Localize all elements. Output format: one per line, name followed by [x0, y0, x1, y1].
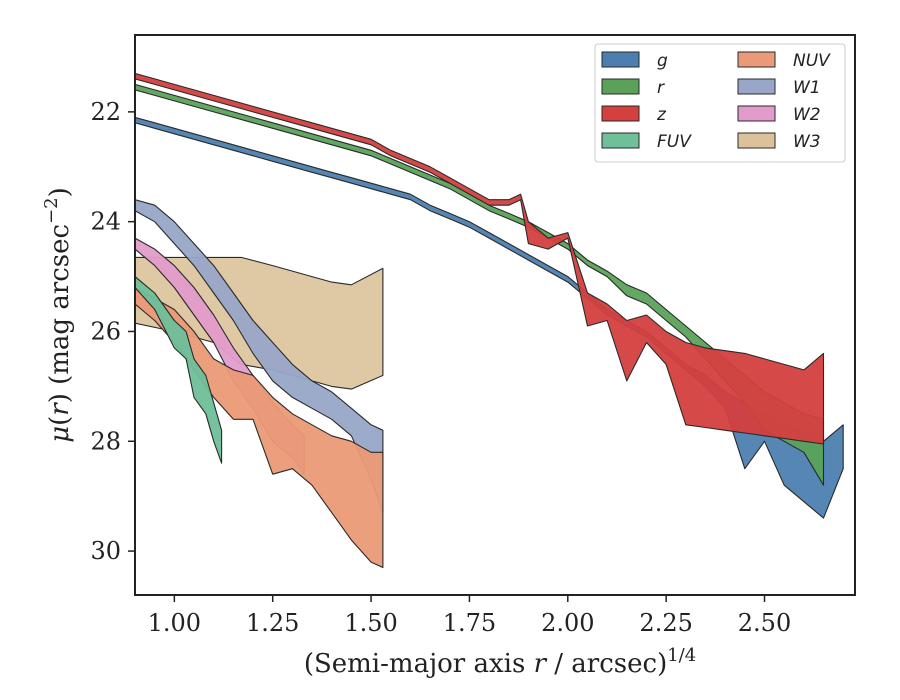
legend-label-w1: W1: [793, 78, 821, 98]
x-tick-label: 1.25: [246, 609, 299, 637]
y-tick-label: 22: [90, 98, 121, 126]
legend-swatch-g: [601, 51, 640, 68]
x-tick-label: 1.50: [344, 609, 397, 637]
y-tick-label: 26: [90, 317, 121, 345]
band-z: [135, 72, 825, 445]
x-tick-label: 2.25: [639, 609, 692, 637]
legend-label-w2: W2: [793, 105, 821, 125]
legend-swatch-w2: [737, 105, 776, 122]
band-g: [135, 116, 844, 519]
y-axis-label: μ(r) (mag arcsec−2): [41, 187, 75, 443]
x-tick-label: 1.00: [148, 609, 201, 637]
x-axis-label-exponent: 1/4: [667, 645, 696, 666]
legend-label-g: g: [657, 51, 668, 71]
x-tick-label: 1.75: [443, 609, 496, 637]
x-axis: 1.00 1.25 1.50 1.75 2.00 2.25 2.50: [148, 595, 791, 637]
y-axis-label-exponent: −2: [41, 197, 62, 224]
legend: grz FUV NUV W1 W2 W3: [594, 43, 846, 163]
legend-swatch-z: [601, 105, 640, 122]
legend-swatch-fuv: [601, 132, 640, 149]
legend-swatch-nuv: [737, 51, 776, 68]
y-axis: 22 24 26 28 30: [90, 98, 135, 565]
y-axis-label-mid: ) (mag arcsec: [45, 224, 75, 403]
y-axis-label-mu: μ: [45, 426, 75, 443]
band-r: [135, 83, 825, 486]
y-axis-label-open: (: [45, 416, 75, 426]
legend-swatch-w3: [737, 132, 776, 149]
y-tick-label: 24: [90, 208, 121, 236]
legend-swatch-w1: [737, 78, 776, 95]
y-tick-label: 28: [90, 427, 121, 455]
y-axis-label-var: r: [45, 402, 75, 416]
x-axis-label-var: r: [534, 649, 548, 679]
x-axis-label-pre: (Semi-major axis: [304, 649, 534, 679]
legend-frame: [594, 43, 846, 163]
x-tick-label: 2.00: [541, 609, 594, 637]
plot-frame: [134, 34, 856, 596]
x-tick-label: 2.50: [738, 609, 791, 637]
data-bands: [135, 72, 844, 569]
y-tick-label: 30: [90, 537, 121, 565]
y-axis-label-end: ): [45, 187, 75, 197]
x-axis-label-post: / arcsec): [546, 649, 667, 679]
legend-label-w3: W3: [793, 132, 821, 152]
legend-label-nuv: NUV: [793, 51, 831, 71]
legend-swatch-r: [601, 78, 640, 95]
legend-label-z: z: [656, 105, 667, 125]
legend-label-fuv: FUV: [657, 132, 692, 152]
band-fuv: [135, 276, 223, 464]
x-axis-label: (Semi-major axis r / arcsec)1/4: [304, 645, 696, 679]
legend-label-r: r: [657, 78, 665, 98]
